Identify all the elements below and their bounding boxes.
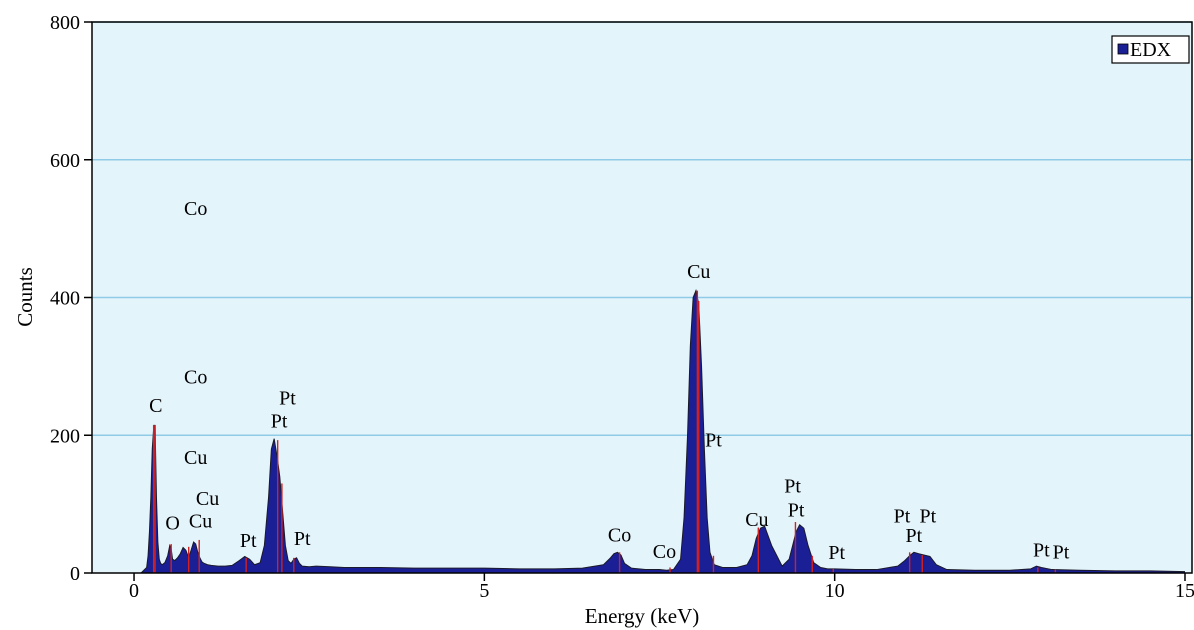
y-tick-label: 400 xyxy=(50,288,80,310)
y-tick-label: 600 xyxy=(50,150,80,172)
peak-marker-layer xyxy=(152,290,1057,573)
peak-label: Pt xyxy=(271,411,288,433)
legend-swatch xyxy=(1117,43,1129,55)
peak-label: Pt xyxy=(906,525,923,547)
peak-label: Pt xyxy=(705,429,722,451)
x-tick-label: 15 xyxy=(1175,580,1194,602)
legend-label: EDX xyxy=(1130,39,1172,61)
peak-label: Cu xyxy=(184,447,207,469)
peak-label: Pt xyxy=(1053,542,1070,564)
x-tick-label: 0 xyxy=(129,580,139,602)
peak-label: Co xyxy=(653,541,676,563)
peak-label: Pt xyxy=(894,506,911,528)
x-tick-label: 10 xyxy=(825,580,845,602)
y-tick-label: 800 xyxy=(50,12,80,34)
y-axis-label: Counts xyxy=(13,267,37,327)
peak-label: C xyxy=(149,395,162,417)
peak-label: Pt xyxy=(828,542,845,564)
legend: EDX xyxy=(1111,35,1190,64)
y-tick-label: 200 xyxy=(50,425,80,447)
x-tick-label: 5 xyxy=(479,580,489,602)
peak-label: Pt xyxy=(1033,539,1050,561)
peak-label: Pt xyxy=(279,387,296,409)
peak-label: Cu xyxy=(189,511,212,533)
peak-label: Pt xyxy=(784,475,801,497)
peak-label: Pt xyxy=(788,500,805,522)
peak-label: Pt xyxy=(920,506,937,528)
peak-label: Pt xyxy=(294,528,311,550)
y-tick-label: 0 xyxy=(70,563,80,585)
peak-label: Cu xyxy=(687,261,710,283)
tick-layer: 0 200 400 600 800 0 5 10 15 xyxy=(50,12,1194,602)
peak-label: Cu xyxy=(745,509,768,531)
x-axis-label: Energy (keV) xyxy=(585,604,700,628)
peak-label: O xyxy=(165,513,179,535)
peak-label: Cu xyxy=(196,488,219,510)
spectrum-outline xyxy=(140,288,1185,574)
peak-label: Pt xyxy=(240,530,257,552)
peak-label: Co xyxy=(184,198,207,220)
peak-label: Co xyxy=(184,367,207,389)
peak-label: Co xyxy=(608,524,631,546)
